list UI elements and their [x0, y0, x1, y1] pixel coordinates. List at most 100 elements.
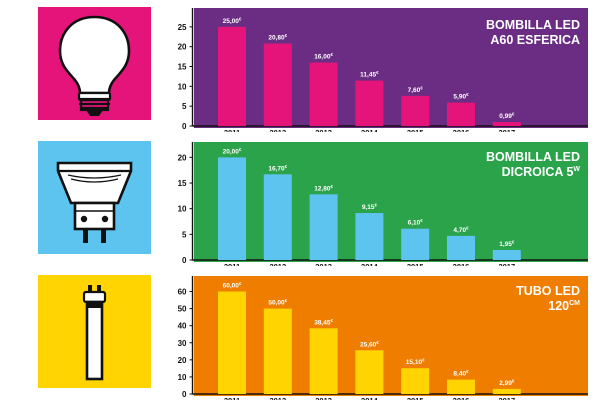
a60-bulb-icon-box — [38, 7, 151, 120]
x-tick-label: 2015 — [407, 128, 424, 132]
bar — [355, 80, 384, 126]
data-label: 16,70€ — [268, 164, 287, 173]
panel-dichroic: BOMBILLA LED DICROICA 5W 0 5 10 15 20 20,00€… — [0, 134, 600, 266]
x-tick-label: 2012 — [269, 128, 286, 132]
y-tick-label: 10 — [178, 373, 187, 382]
y-tick-label: 0 — [182, 390, 187, 399]
data-label: 16,00€ — [314, 52, 333, 61]
x-tick-label: 2014 — [361, 396, 379, 400]
a60-bulb-icon — [38, 7, 151, 120]
bar — [492, 388, 521, 394]
bar — [355, 213, 384, 260]
chart-background — [194, 276, 588, 396]
data-label: 15,10€ — [406, 358, 425, 367]
y-tick-label: 40 — [178, 322, 187, 331]
data-label: 50,00€ — [268, 298, 287, 307]
chart-subtitle: A60 ESFERICA — [490, 33, 580, 47]
x-tick-label: 2014 — [361, 262, 379, 266]
data-label: 20,00€ — [223, 147, 242, 156]
bar — [401, 228, 430, 260]
data-label: 60,00€ — [223, 281, 242, 290]
x-tick-label: 2016 — [453, 396, 470, 400]
x-tick-label: 2013 — [315, 396, 332, 400]
y-tick-label: 20 — [178, 356, 187, 365]
chart-subtitle: 120CM — [548, 299, 580, 313]
bar — [263, 174, 292, 260]
led-tube-icon — [38, 275, 151, 388]
y-tick-label: 20 — [178, 153, 187, 162]
x-tick-label: 2016 — [453, 262, 470, 266]
chart-led-tube: TUBO LED 120CM 0 10 20 30 40 50 60 60,00€ 50,00… — [178, 276, 588, 400]
bar — [401, 368, 430, 394]
x-tick-label: 2017 — [498, 128, 515, 132]
data-label: 4,70€ — [453, 225, 469, 234]
x-tick-label: 2012 — [269, 262, 286, 266]
y-tick-label: 10 — [178, 205, 187, 214]
bar — [309, 328, 338, 394]
data-label: 2,99€ — [499, 378, 515, 387]
data-label: 6,10€ — [408, 218, 424, 227]
x-tick-label: 2012 — [269, 396, 286, 400]
x-tick-label: 2014 — [361, 128, 379, 132]
chart-subtitle: DICROICA 5W — [502, 165, 581, 179]
data-label: 8,40€ — [453, 369, 469, 378]
data-label: 7,60€ — [408, 85, 424, 94]
chart-a60-bulb: BOMBILLA LED A60 ESFERICA 0 5 10 15 20 25 25,… — [178, 8, 588, 132]
x-tick-label: 2011 — [224, 128, 240, 132]
data-label: 5,90€ — [453, 92, 469, 101]
y-tick-label: 10 — [178, 82, 187, 91]
chart-title: TUBO LED — [516, 284, 580, 298]
data-label: 9,15€ — [362, 203, 378, 212]
x-tick-label: 2013 — [315, 262, 332, 266]
x-tick-label: 2017 — [498, 262, 515, 266]
chart-title: BOMBILLA LED — [486, 18, 580, 32]
panel-a60-bulb: BOMBILLA LED A60 ESFERICA 0 5 10 15 20 25 25,… — [0, 0, 600, 132]
led-tube-icon-box — [38, 275, 151, 388]
x-tick-label: 2015 — [407, 262, 424, 266]
y-tick-label: 50 — [178, 305, 187, 314]
bar — [447, 102, 475, 126]
chart-background — [194, 142, 588, 262]
x-tick-label: 2011 — [224, 396, 240, 400]
bar — [309, 62, 338, 126]
bar — [218, 291, 246, 394]
data-label: 12,80€ — [314, 184, 333, 193]
data-label: 38,45€ — [314, 318, 333, 327]
y-tick-label: 15 — [178, 63, 187, 72]
panel-led-tube: TUBO LED 120CM 0 10 20 30 40 50 60 60,00€ 50,00… — [0, 268, 600, 400]
dichroic-spot-icon — [38, 141, 151, 254]
bar — [401, 95, 430, 126]
y-tick-label: 0 — [182, 122, 187, 131]
data-label: 1,95€ — [499, 239, 515, 248]
data-label: 20,80€ — [268, 33, 287, 42]
bar — [447, 379, 475, 394]
data-label: 0,99€ — [499, 112, 515, 121]
y-tick-label: 15 — [178, 179, 187, 188]
bar — [492, 249, 521, 260]
chart-background — [194, 8, 588, 128]
y-tick-label: 5 — [182, 102, 187, 111]
bar — [355, 350, 384, 394]
chart-title: BOMBILLA LED — [486, 150, 580, 164]
y-tick-label: 25 — [178, 23, 187, 32]
bar — [263, 308, 292, 394]
x-tick-label: 2013 — [315, 128, 332, 132]
x-tick-label: 2015 — [407, 396, 424, 400]
bar — [492, 122, 521, 126]
bar — [218, 157, 246, 260]
bar — [218, 26, 246, 126]
x-tick-label: 2016 — [453, 128, 470, 132]
bar — [263, 43, 292, 127]
y-tick-label: 30 — [178, 339, 187, 348]
x-tick-label: 2017 — [498, 396, 515, 400]
chart-dichroic: BOMBILLA LED DICROICA 5W 0 5 10 15 20 20,00€… — [178, 142, 588, 266]
data-label: 11,45€ — [360, 70, 379, 79]
y-tick-label: 5 — [182, 230, 187, 239]
data-label: 25,00€ — [223, 16, 242, 25]
bar — [309, 194, 338, 260]
x-tick-label: 2011 — [224, 262, 240, 266]
dichroic-icon-box — [38, 141, 151, 254]
y-tick-label: 0 — [182, 256, 187, 265]
y-tick-label: 20 — [178, 43, 187, 52]
bar — [447, 235, 475, 260]
